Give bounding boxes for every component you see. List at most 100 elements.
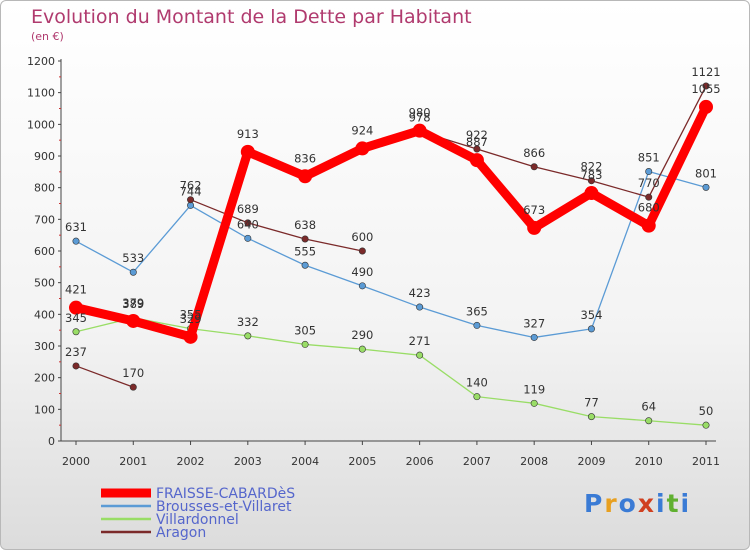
data-point bbox=[301, 261, 309, 269]
data-label: 332 bbox=[237, 315, 259, 329]
series-line-aragon bbox=[418, 85, 707, 198]
data-point bbox=[702, 421, 710, 429]
data-label: 1055 bbox=[691, 82, 720, 96]
data-label: 379 bbox=[122, 296, 144, 310]
data-point bbox=[72, 237, 80, 245]
data-label: 1121 bbox=[691, 65, 720, 79]
data-label: 64 bbox=[641, 400, 656, 414]
data-point bbox=[240, 144, 255, 159]
data-label: 978 bbox=[409, 110, 431, 124]
data-label: 600 bbox=[351, 230, 373, 244]
data-label: 770 bbox=[638, 176, 660, 190]
x-tick-label: 2005 bbox=[348, 455, 376, 468]
series-line-brousses-et-villaret bbox=[75, 170, 707, 339]
data-label: 271 bbox=[409, 334, 431, 348]
data-point bbox=[244, 332, 252, 340]
data-label: 762 bbox=[180, 179, 202, 193]
data-point bbox=[187, 196, 195, 204]
data-point bbox=[69, 300, 83, 315]
data-label: 744 bbox=[180, 184, 202, 198]
y-tick-label: 300 bbox=[34, 340, 55, 353]
y-tick-label: 0 bbox=[48, 435, 55, 448]
data-label: 689 bbox=[237, 202, 259, 216]
data-point bbox=[699, 99, 713, 114]
data-point bbox=[527, 220, 542, 235]
x-tick-label: 2008 bbox=[520, 455, 548, 468]
data-label: 365 bbox=[466, 304, 488, 318]
data-label: 77 bbox=[584, 396, 599, 410]
y-tick-label: 500 bbox=[34, 277, 55, 290]
data-point bbox=[645, 168, 653, 176]
x-tick-label: 2009 bbox=[577, 455, 605, 468]
data-label: 783 bbox=[580, 168, 602, 182]
legend-label: Aragon bbox=[156, 525, 206, 541]
y-tick-label: 900 bbox=[34, 150, 55, 163]
data-point bbox=[584, 186, 599, 201]
data-point bbox=[183, 329, 198, 344]
data-point bbox=[244, 219, 252, 227]
data-label: 555 bbox=[294, 244, 316, 258]
data-label: 680 bbox=[638, 201, 660, 215]
data-label: 924 bbox=[351, 123, 373, 137]
y-tick-label: 800 bbox=[34, 182, 55, 195]
data-label: 354 bbox=[580, 308, 602, 322]
data-point bbox=[702, 82, 710, 90]
chart-subtitle: (en €) bbox=[31, 30, 64, 43]
data-point bbox=[587, 325, 595, 333]
data-point bbox=[412, 123, 427, 138]
data-point bbox=[301, 340, 309, 348]
data-label: 290 bbox=[351, 328, 373, 342]
data-label: 421 bbox=[65, 283, 87, 297]
series-line-aragon bbox=[75, 365, 134, 388]
y-tick-label: 600 bbox=[34, 245, 55, 258]
data-label: 980 bbox=[409, 106, 431, 120]
data-point bbox=[72, 362, 80, 370]
data-point bbox=[129, 383, 137, 391]
data-point bbox=[645, 193, 653, 201]
data-point bbox=[645, 417, 653, 425]
data-label: 345 bbox=[65, 311, 87, 325]
series-line-villardonnel bbox=[75, 317, 707, 426]
data-point bbox=[587, 177, 595, 185]
data-label: 170 bbox=[122, 366, 144, 380]
data-label: 329 bbox=[180, 312, 202, 326]
data-point bbox=[72, 328, 80, 336]
data-label: 673 bbox=[523, 203, 545, 217]
data-point bbox=[469, 153, 484, 168]
data-point bbox=[530, 163, 538, 171]
data-label: 631 bbox=[65, 220, 87, 234]
data-label: 866 bbox=[523, 146, 545, 160]
proxiti-logo: Proxiti bbox=[584, 489, 692, 518]
data-point bbox=[473, 393, 481, 401]
data-label: 237 bbox=[65, 345, 87, 359]
data-point bbox=[301, 235, 309, 243]
x-tick-label: 2006 bbox=[406, 455, 434, 468]
data-point bbox=[358, 345, 366, 353]
data-label: 887 bbox=[466, 135, 488, 149]
x-tick-label: 2002 bbox=[177, 455, 205, 468]
data-label: 822 bbox=[580, 160, 602, 174]
data-label: 640 bbox=[237, 217, 259, 231]
y-tick-label: 1000 bbox=[27, 118, 55, 131]
legend-label: Villardonnel bbox=[156, 512, 239, 528]
data-point bbox=[587, 413, 595, 421]
x-tick-label: 2003 bbox=[234, 455, 262, 468]
y-tick-label: 700 bbox=[34, 213, 55, 226]
data-point bbox=[355, 141, 370, 156]
data-point bbox=[244, 234, 252, 242]
data-point bbox=[473, 145, 481, 153]
data-label: 922 bbox=[466, 128, 488, 142]
data-label: 851 bbox=[638, 151, 660, 165]
data-label: 355 bbox=[180, 308, 202, 322]
data-point bbox=[358, 282, 366, 290]
x-tick-label: 2000 bbox=[62, 455, 90, 468]
y-tick-label: 1100 bbox=[27, 87, 55, 100]
data-point bbox=[416, 303, 424, 311]
data-label: 327 bbox=[523, 316, 545, 330]
data-point bbox=[702, 183, 710, 191]
data-label: 913 bbox=[237, 127, 259, 141]
data-label: 533 bbox=[122, 251, 144, 265]
data-point bbox=[530, 399, 538, 407]
